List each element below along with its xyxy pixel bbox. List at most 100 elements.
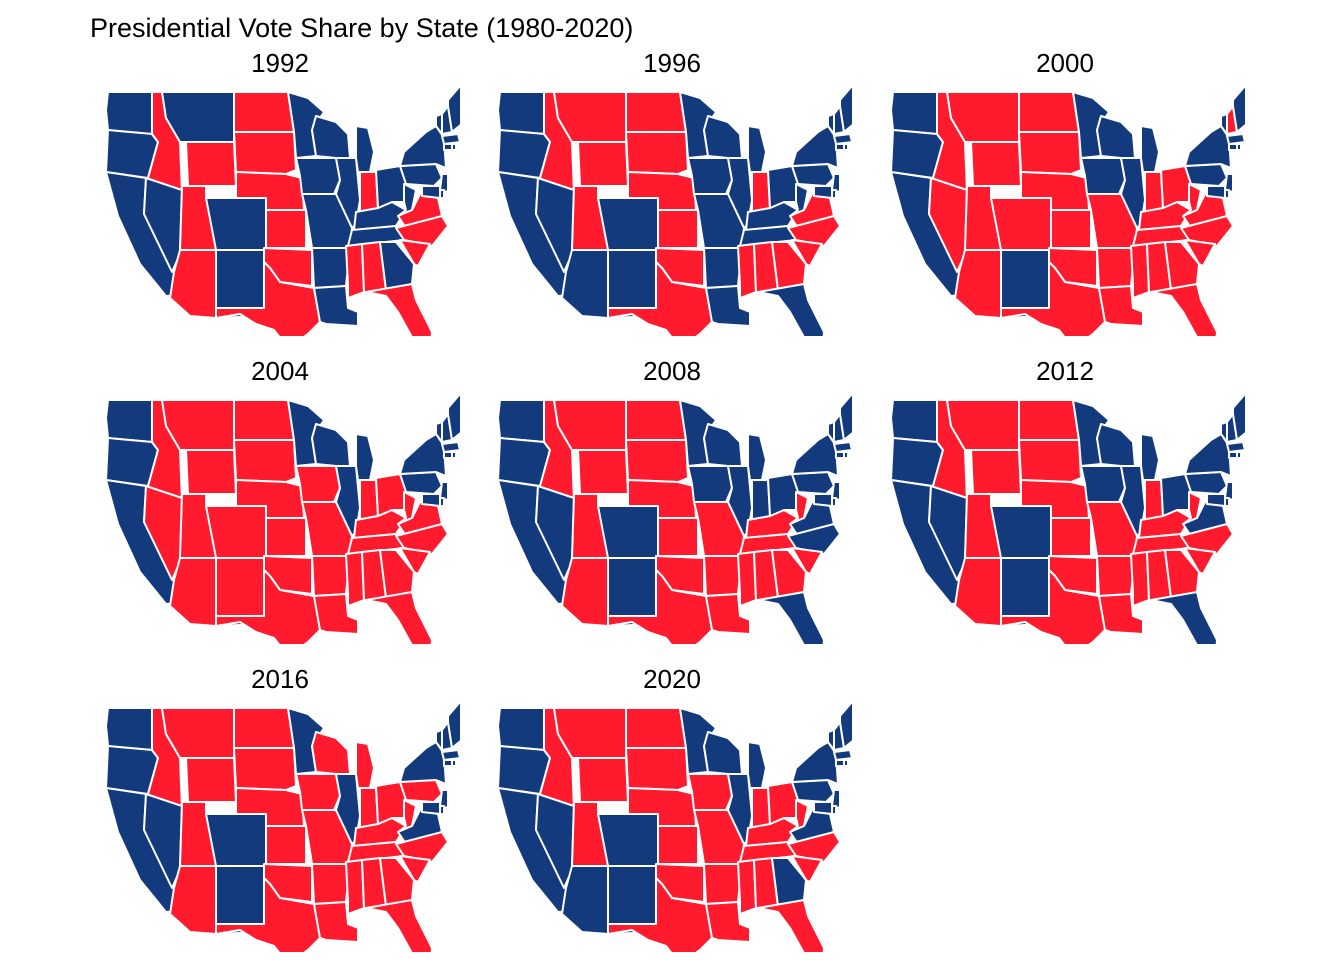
state-north-carolina xyxy=(1180,215,1234,247)
state-massachusetts xyxy=(441,749,460,761)
state-new-jersey xyxy=(439,173,449,193)
state-delaware xyxy=(831,497,837,507)
chart-title: Presidential Vote Share by State (1980-2… xyxy=(90,13,634,43)
state-arkansas xyxy=(311,247,351,289)
state-iowa xyxy=(295,157,341,195)
state-maine xyxy=(447,394,460,441)
state-connecticut xyxy=(443,143,453,151)
state-kansas xyxy=(1050,517,1092,557)
state-massachusetts xyxy=(833,441,852,453)
panel-title: 2016 xyxy=(251,664,309,694)
state-maine xyxy=(839,702,852,749)
state-north-carolina xyxy=(787,523,841,555)
state-north-dakota xyxy=(1018,91,1080,133)
state-iowa xyxy=(687,465,733,503)
state-michigan xyxy=(355,433,375,481)
state-georgia xyxy=(771,241,807,291)
state-maine xyxy=(839,394,852,441)
state-arkansas xyxy=(311,555,351,597)
state-connecticut xyxy=(835,451,845,459)
state-florida xyxy=(365,283,433,336)
state-south-carolina xyxy=(1184,239,1216,267)
state-florida xyxy=(757,283,825,336)
state-mississippi xyxy=(345,551,365,607)
state-new-jersey xyxy=(1224,481,1234,501)
state-arizona xyxy=(169,865,217,935)
state-pennsylvania xyxy=(399,779,443,803)
state-indiana xyxy=(751,479,771,521)
state-wyoming xyxy=(185,757,237,803)
state-maryland xyxy=(813,185,833,199)
state-louisiana xyxy=(1098,285,1144,327)
state-north-carolina xyxy=(787,215,841,247)
state-north-carolina xyxy=(395,831,449,863)
state-texas xyxy=(1000,569,1106,644)
state-wisconsin xyxy=(1096,423,1136,467)
state-rhode-island xyxy=(843,759,849,767)
panel-2004: 2004 xyxy=(100,356,460,646)
state-wyoming xyxy=(577,449,629,495)
state-wisconsin xyxy=(311,423,351,467)
us-map xyxy=(890,394,1245,644)
state-pennsylvania xyxy=(1184,471,1228,495)
state-kansas xyxy=(265,825,307,865)
state-delaware xyxy=(439,189,445,199)
state-florida xyxy=(365,591,433,644)
state-rhode-island xyxy=(843,143,849,151)
state-louisiana xyxy=(313,593,359,635)
state-new-york xyxy=(791,125,839,169)
state-wisconsin xyxy=(703,731,743,775)
state-colorado xyxy=(990,505,1052,559)
state-mississippi xyxy=(1130,551,1150,607)
state-louisiana xyxy=(705,593,751,635)
state-kansas xyxy=(657,825,699,865)
state-maryland xyxy=(813,493,833,507)
state-louisiana xyxy=(1098,593,1144,635)
state-kansas xyxy=(1050,209,1092,249)
panel-title: 1996 xyxy=(643,48,701,78)
state-maine xyxy=(447,702,460,749)
state-south-dakota xyxy=(1018,439,1082,483)
state-new-jersey xyxy=(831,481,841,501)
us-map xyxy=(105,702,460,952)
state-mississippi xyxy=(737,551,757,607)
state-new-york xyxy=(399,125,447,169)
state-florida xyxy=(1150,283,1218,336)
state-new-york xyxy=(399,741,447,785)
state-washington xyxy=(497,707,545,751)
state-arkansas xyxy=(703,555,743,597)
state-florida xyxy=(757,899,825,952)
state-rhode-island xyxy=(1236,451,1242,459)
state-indiana xyxy=(751,787,771,829)
state-rhode-island xyxy=(451,759,457,767)
us-map xyxy=(497,86,852,336)
state-washington xyxy=(497,399,545,443)
state-washington xyxy=(105,399,153,443)
state-south-dakota xyxy=(1018,131,1082,175)
state-south-carolina xyxy=(399,855,431,883)
state-kansas xyxy=(657,209,699,249)
state-pennsylvania xyxy=(1184,163,1228,187)
state-arizona xyxy=(561,249,609,319)
state-michigan xyxy=(747,741,767,789)
state-north-carolina xyxy=(1180,523,1234,555)
state-indiana xyxy=(1144,171,1164,213)
us-map xyxy=(890,86,1245,336)
state-rhode-island xyxy=(451,451,457,459)
state-washington xyxy=(890,91,938,135)
panel-2000: 2000 xyxy=(885,48,1245,338)
panel-2020: 2020 xyxy=(492,664,852,954)
state-michigan xyxy=(747,433,767,481)
state-georgia xyxy=(1164,549,1200,599)
state-new-york xyxy=(399,433,447,477)
state-indiana xyxy=(359,479,379,521)
state-iowa xyxy=(687,157,733,195)
state-south-dakota xyxy=(233,747,297,791)
state-north-dakota xyxy=(233,91,295,133)
state-north-dakota xyxy=(625,707,687,749)
state-new-york xyxy=(1184,125,1232,169)
panel-title: 2008 xyxy=(643,356,701,386)
state-arizona xyxy=(561,865,609,935)
state-wisconsin xyxy=(1096,115,1136,159)
state-michigan xyxy=(1140,433,1160,481)
